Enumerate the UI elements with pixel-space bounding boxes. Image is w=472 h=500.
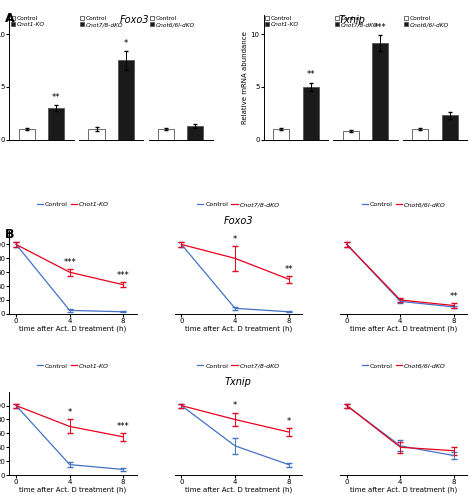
X-axis label: time after Act. D treatment (h): time after Act. D treatment (h) — [185, 486, 292, 493]
Legend: Control, Cnot7/8-dKO: Control, Cnot7/8-dKO — [80, 16, 124, 28]
Text: *: * — [67, 408, 72, 418]
Text: Foxo3: Foxo3 — [224, 216, 253, 226]
Bar — [343, 131, 359, 140]
X-axis label: time after Act. D treatment (h): time after Act. D treatment (h) — [350, 326, 457, 332]
Text: ***: *** — [63, 258, 76, 266]
Bar — [88, 129, 105, 140]
X-axis label: time after Act. D treatment (h): time after Act. D treatment (h) — [19, 326, 126, 332]
Legend: Control, Cnot1-KO: Control, Cnot1-KO — [37, 363, 109, 368]
Text: *: * — [124, 39, 128, 48]
Bar — [273, 129, 289, 140]
Bar — [303, 87, 319, 140]
X-axis label: time after Act. D treatment (h): time after Act. D treatment (h) — [185, 326, 292, 332]
Legend: Control, Cnot1-KO: Control, Cnot1-KO — [37, 202, 109, 207]
Bar — [442, 116, 458, 140]
Legend: Control, Cnot7/8-dKO: Control, Cnot7/8-dKO — [197, 363, 279, 368]
Y-axis label: Relative mRNA abundance: Relative mRNA abundance — [242, 31, 248, 124]
Text: A: A — [5, 12, 14, 26]
Bar — [187, 126, 203, 140]
Text: *: * — [287, 416, 291, 426]
Text: ***: *** — [374, 22, 387, 32]
Bar — [413, 129, 429, 140]
Bar — [48, 108, 64, 140]
Legend: Control, Cnot7/8-dKO: Control, Cnot7/8-dKO — [197, 202, 279, 207]
Text: *: * — [233, 402, 237, 410]
Legend: Control, Cnot1-KO: Control, Cnot1-KO — [264, 16, 299, 28]
Text: **: ** — [306, 70, 315, 80]
Text: **: ** — [52, 92, 60, 102]
Text: **: ** — [284, 264, 293, 274]
Text: Txnip: Txnip — [338, 15, 365, 25]
Text: *: * — [233, 235, 237, 244]
Bar — [19, 129, 35, 140]
Legend: Control, Cnot6/6l-dKO: Control, Cnot6/6l-dKO — [362, 363, 446, 368]
Bar — [372, 43, 388, 140]
Text: ***: *** — [117, 422, 130, 430]
X-axis label: time after Act. D treatment (h): time after Act. D treatment (h) — [350, 486, 457, 493]
Text: Txnip: Txnip — [225, 377, 252, 387]
Bar — [118, 60, 134, 140]
Text: Foxo3: Foxo3 — [120, 15, 149, 25]
Text: **: ** — [450, 292, 458, 302]
X-axis label: time after Act. D treatment (h): time after Act. D treatment (h) — [19, 486, 126, 493]
Legend: Control, Cnot6/6l-dKO: Control, Cnot6/6l-dKO — [404, 16, 450, 28]
Legend: Control, Cnot1-KO: Control, Cnot1-KO — [10, 16, 45, 28]
Legend: Control, Cnot6/6l-dKO: Control, Cnot6/6l-dKO — [362, 202, 446, 207]
Bar — [158, 129, 174, 140]
Text: B: B — [5, 228, 14, 240]
Legend: Control, Cnot6/6l-dKO: Control, Cnot6/6l-dKO — [149, 16, 195, 28]
Text: ***: *** — [117, 271, 130, 280]
Legend: Control, Cnot7/8-dKO: Control, Cnot7/8-dKO — [334, 16, 379, 28]
